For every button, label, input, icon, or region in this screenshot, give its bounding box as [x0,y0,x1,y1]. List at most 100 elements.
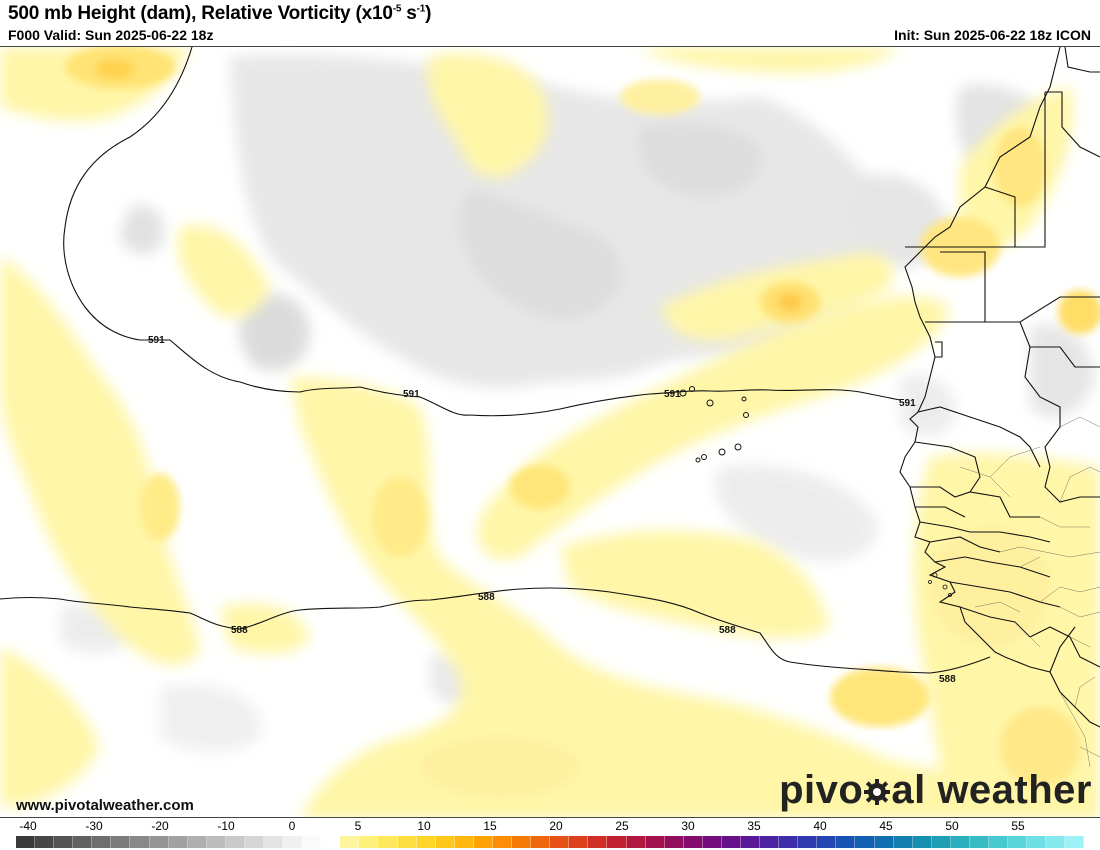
colorbar-swatch [168,836,188,848]
colorbar-swatch [740,836,761,848]
colorbar-swatch [244,836,265,848]
colorbar-swatch [588,836,608,848]
colorbar-swatch [607,836,627,848]
colorbar-swatch [626,836,646,848]
colorbar-swatch [378,836,398,848]
colorbar-swatch [1008,836,1028,848]
colorbar-swatch [130,836,150,848]
colorbar-swatch [798,836,818,848]
colorbar-swatches [16,836,1085,848]
contour-label-591-b: 591 [403,389,420,400]
vorticity-maxima [65,47,1100,797]
colorbar-swatch [893,836,913,848]
colorbar-swatch [54,836,74,848]
colorbar-swatch [836,836,856,848]
colorbar-swatch [492,836,513,848]
contour-label-588-b: 588 [478,592,495,603]
colorbar-tick-labels: -40 -30 -20 -10 0 5 10 15 20 25 30 35 40… [0,819,1100,833]
colorbar-swatch [435,836,455,848]
colorbar-swatch [512,836,532,848]
colorbar-tick: 40 [813,819,827,833]
colorbar-tick: -10 [217,819,235,833]
colorbar-tick: 35 [747,819,761,833]
contour-label-591-d: 591 [899,398,916,409]
contour-labels: 591 591 591 591 588 588 588 588 [148,335,956,685]
colorbar-swatch [664,836,684,848]
colorbar-swatch [550,836,570,848]
colorbar-swatch [1065,836,1085,848]
colorbar-tick: -40 [19,819,37,833]
colorbar-swatch [817,836,837,848]
colorbar-swatch [950,836,970,848]
map-title: 500 mb Height (dam), Relative Vorticity … [8,3,432,24]
contour-label-591-a: 591 [148,335,165,346]
contour-588 [0,587,991,674]
colorbar-swatch [683,836,703,848]
coastlines [899,47,1100,728]
colorbar-tick: -20 [151,819,169,833]
colorbar-swatch [225,836,245,848]
guinea-bissau-islands [928,572,952,597]
internal-borders [959,416,1100,768]
contour-label-588-c: 588 [719,625,736,636]
colorbar-swatch [187,836,207,848]
colorbar-swatch [931,836,951,848]
colorbar-swatch [111,836,131,848]
init-time: Init: Sun 2025-06-22 18z ICON [894,27,1091,43]
colorbar-swatch [1027,836,1047,848]
contour-591 [63,47,901,417]
colorbar-tick: 50 [945,819,959,833]
colorbar-swatch [321,836,341,848]
colorbar-swatch [721,836,741,848]
map-svg: 591 591 591 591 588 588 588 588 [0,47,1100,817]
colorbar-swatch [1046,836,1066,848]
colorbar-tick: 5 [354,819,362,833]
map-header: 500 mb Height (dam), Relative Vorticity … [0,0,1100,46]
colorbar-tick: 30 [681,819,695,833]
colorbar-swatch [397,836,417,848]
colorbar-swatch [473,836,493,848]
colorbar-swatch [855,836,875,848]
colorbar-swatch [569,836,589,848]
colorbar: -40 -30 -20 -10 0 5 10 15 20 25 30 35 40… [0,818,1100,850]
colorbar-swatch [988,836,1009,848]
colorbar-swatch [874,836,894,848]
contour-label-591-c: 591 [664,389,681,400]
colorbar-tick: 25 [615,819,629,833]
colorbar-tick: 20 [549,819,563,833]
colorbar-swatch [149,836,169,848]
colorbar-swatch [359,836,379,848]
colorbar-swatch [645,836,665,848]
contour-label-588-d: 588 [939,674,956,685]
colorbar-swatch [416,836,436,848]
colorbar-tick: -30 [85,819,103,833]
valid-time: F000 Valid: Sun 2025-06-22 18z [8,27,214,43]
colorbar-swatch [35,836,55,848]
gear-icon [863,771,891,816]
colorbar-swatch [779,836,799,848]
brand-logo: pivo al weather [779,768,1092,816]
colorbar-tick: 0 [288,819,296,833]
colorbar-swatch [92,836,112,848]
colorbar-swatch [206,836,226,848]
colorbar-swatch [531,836,551,848]
colorbar-swatch [760,836,780,848]
colorbar-swatch [16,836,36,848]
colorbar-swatch [264,836,284,848]
colorbar-swatch [969,836,989,848]
contour-label-588-a: 588 [231,625,248,636]
colorbar-swatch [454,836,474,848]
colorbar-tick: 55 [1011,819,1025,833]
colorbar-tick: 10 [417,819,431,833]
colorbar-swatch [283,836,303,848]
colorbar-swatch [912,836,932,848]
colorbar-tick: 15 [483,819,497,833]
colorbar-swatch [340,836,360,848]
colorbar-swatch [302,836,322,848]
cape-verde-islands [679,386,749,463]
website-url[interactable]: www.pivotalweather.com [16,797,194,814]
map-canvas[interactable]: 591 591 591 591 588 588 588 588 [0,46,1100,818]
colorbar-swatch [702,836,722,848]
colorbar-swatch [73,836,93,848]
colorbar-tick: 45 [879,819,893,833]
